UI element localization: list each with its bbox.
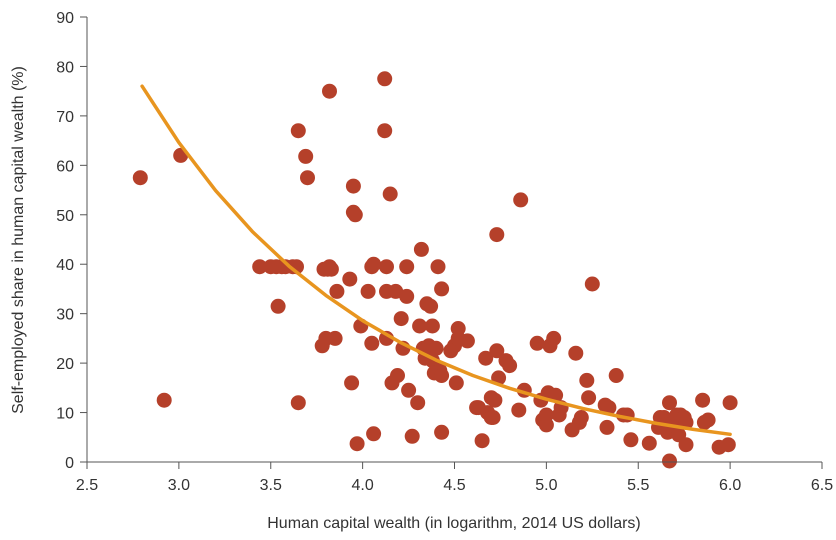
data-point (720, 437, 736, 453)
data-point (584, 276, 600, 292)
data-point (428, 340, 444, 356)
data-point (511, 402, 527, 418)
data-point (329, 283, 345, 299)
y-tick-label: 60 (56, 158, 74, 175)
data-point (252, 259, 268, 275)
y-tick-label: 70 (56, 109, 74, 126)
data-point (322, 83, 337, 99)
data-point (489, 227, 505, 243)
x-axis: 2.5 3.0 3.5 4.0 4.5 5.0 5.5 6.0 6.5 (76, 461, 833, 494)
x-tick-label: 4.0 (352, 477, 374, 494)
data-point (132, 170, 148, 186)
data-point (546, 330, 562, 346)
data-point (581, 390, 597, 406)
data-point (722, 395, 738, 411)
data-point (401, 382, 417, 398)
y-tick-label: 90 (56, 10, 74, 27)
data-point (568, 345, 584, 361)
data-point (538, 407, 554, 423)
x-tick-label: 6.5 (811, 477, 833, 494)
data-point (579, 372, 595, 388)
data-point (298, 148, 314, 164)
data-point (502, 358, 518, 374)
data-point (448, 375, 464, 391)
data-point (662, 395, 677, 411)
data-point (349, 436, 365, 452)
y-tick-label: 50 (56, 208, 74, 225)
x-tick-label: 6.0 (719, 477, 741, 494)
y-tick-label: 10 (56, 406, 74, 423)
data-point (485, 410, 501, 425)
data-point (424, 318, 440, 334)
data-point (290, 395, 306, 411)
data-point (478, 350, 494, 366)
data-point (342, 271, 358, 287)
data-point (399, 259, 415, 275)
data-point (270, 298, 286, 314)
data-point (695, 392, 711, 408)
data-point (404, 428, 420, 444)
data-point (327, 330, 343, 346)
data-point (641, 435, 657, 451)
data-point (434, 281, 450, 297)
trend-line-group (140, 84, 732, 437)
data-point (423, 298, 439, 314)
x-tick-label: 3.0 (168, 477, 190, 494)
data-point (364, 335, 380, 351)
data-point (345, 178, 361, 194)
data-point (434, 424, 450, 440)
data-point (300, 170, 315, 186)
data-point (290, 123, 306, 139)
data-point (529, 335, 545, 351)
data-point (413, 241, 429, 257)
trend-line (140, 84, 732, 437)
data-point (573, 410, 589, 425)
data-point (678, 437, 694, 453)
data-point (430, 259, 446, 275)
x-axis-title: Human capital wealth (in logarithm, 2014… (267, 515, 641, 532)
x-tick-label: 5.5 (627, 477, 649, 494)
data-point (700, 412, 716, 428)
data-point (399, 288, 415, 304)
data-points (132, 71, 738, 469)
x-tick-label: 4.5 (443, 477, 465, 494)
data-point (323, 261, 339, 277)
y-tick-label: 20 (56, 356, 74, 373)
data-point (623, 432, 639, 448)
data-point (379, 259, 394, 275)
data-point (601, 400, 617, 416)
data-point (377, 123, 393, 139)
data-point (662, 453, 677, 469)
data-point (393, 311, 409, 327)
x-tick-label: 2.5 (76, 477, 98, 494)
data-point (410, 395, 426, 411)
data-point (156, 392, 172, 408)
x-tick-label: 3.5 (260, 477, 282, 494)
data-point (412, 318, 428, 334)
y-tick-label: 80 (56, 59, 74, 76)
data-point (459, 333, 475, 349)
data-point (344, 375, 360, 391)
data-point (434, 368, 450, 383)
data-point (390, 368, 405, 383)
data-point (513, 192, 529, 208)
y-axis-title: Self-employed share in human capital wea… (10, 66, 27, 414)
data-point (377, 71, 393, 87)
data-point (474, 433, 490, 449)
data-point (608, 368, 624, 383)
y-tick-label: 30 (56, 307, 74, 324)
data-point (366, 426, 382, 442)
data-point (382, 186, 398, 202)
data-point (347, 207, 363, 223)
data-point (599, 419, 615, 435)
y-axis: 0 10 20 30 40 50 60 70 80 90 (56, 10, 88, 472)
data-point (487, 392, 503, 408)
data-point (360, 283, 376, 299)
y-tick-label: 40 (56, 257, 74, 274)
data-point (489, 343, 505, 359)
y-tick-label: 0 (65, 455, 74, 472)
data-point (366, 256, 382, 272)
x-tick-label: 5.0 (535, 477, 557, 494)
